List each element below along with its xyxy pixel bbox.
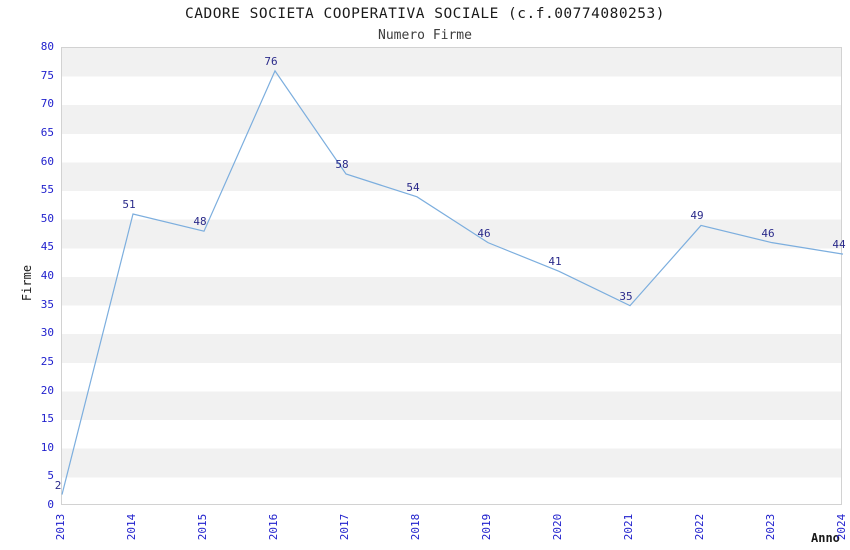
data-point-label: 48 [193, 215, 207, 229]
x-tick-label: 2021 [622, 513, 635, 541]
x-tick-label: 2015 [196, 513, 209, 541]
data-point-label: 35 [619, 289, 633, 303]
y-tick-label: 60 [40, 154, 54, 168]
x-tick-label: 2020 [551, 513, 564, 541]
x-tick-label: 2023 [764, 513, 777, 541]
data-point-label: 2 [54, 478, 62, 492]
x-tick-label: 2014 [125, 513, 138, 541]
y-tick-label: 50 [40, 211, 54, 225]
y-tick-label: 70 [40, 97, 54, 111]
data-point-label: 54 [406, 180, 420, 194]
y-tick-label: 0 [47, 498, 54, 511]
data-point-label: 49 [690, 209, 704, 223]
y-tick-label: 80 [40, 40, 54, 53]
y-tick-label: 15 [40, 412, 54, 426]
data-point-label: 76 [264, 54, 278, 68]
chart-title: CADORE SOCIETA COOPERATIVA SOCIALE (c.f.… [185, 6, 665, 22]
y-tick-label: 55 [40, 183, 54, 197]
data-point-label: 51 [122, 198, 136, 212]
y-tick-label: 10 [40, 440, 54, 454]
x-tick-label: 2017 [338, 513, 351, 541]
x-tick-label: 2013 [54, 513, 67, 541]
data-point-label: 46 [761, 226, 775, 240]
x-tick-label: 2022 [693, 513, 706, 541]
y-tick-label: 75 [40, 68, 54, 82]
y-tick-label: 20 [40, 383, 54, 397]
plot-area [61, 47, 844, 505]
y-tick-label: 45 [40, 240, 54, 254]
y-tick-label: 65 [40, 125, 54, 139]
y-tick-label: 25 [40, 354, 54, 368]
data-point-label: 58 [335, 157, 349, 171]
x-tick-label: 2016 [267, 513, 280, 541]
y-tick-label: 5 [47, 469, 54, 483]
data-point-label: 41 [548, 255, 562, 269]
data-point-label: 46 [477, 226, 491, 240]
x-axis-title: Anno [811, 531, 840, 545]
chart-subtitle: Numero Firme [378, 28, 472, 43]
y-tick-label: 40 [40, 269, 54, 282]
data-point-label: 44 [832, 238, 846, 252]
line-series-svg [61, 69, 844, 495]
x-tick-label: 2018 [409, 513, 422, 541]
series-numero-firme [61, 69, 844, 495]
x-tick-label: 2024 [835, 513, 848, 541]
y-tick-label: 30 [40, 326, 54, 340]
x-tick-label: 2019 [480, 513, 493, 541]
y-tick-label: 35 [40, 297, 54, 311]
